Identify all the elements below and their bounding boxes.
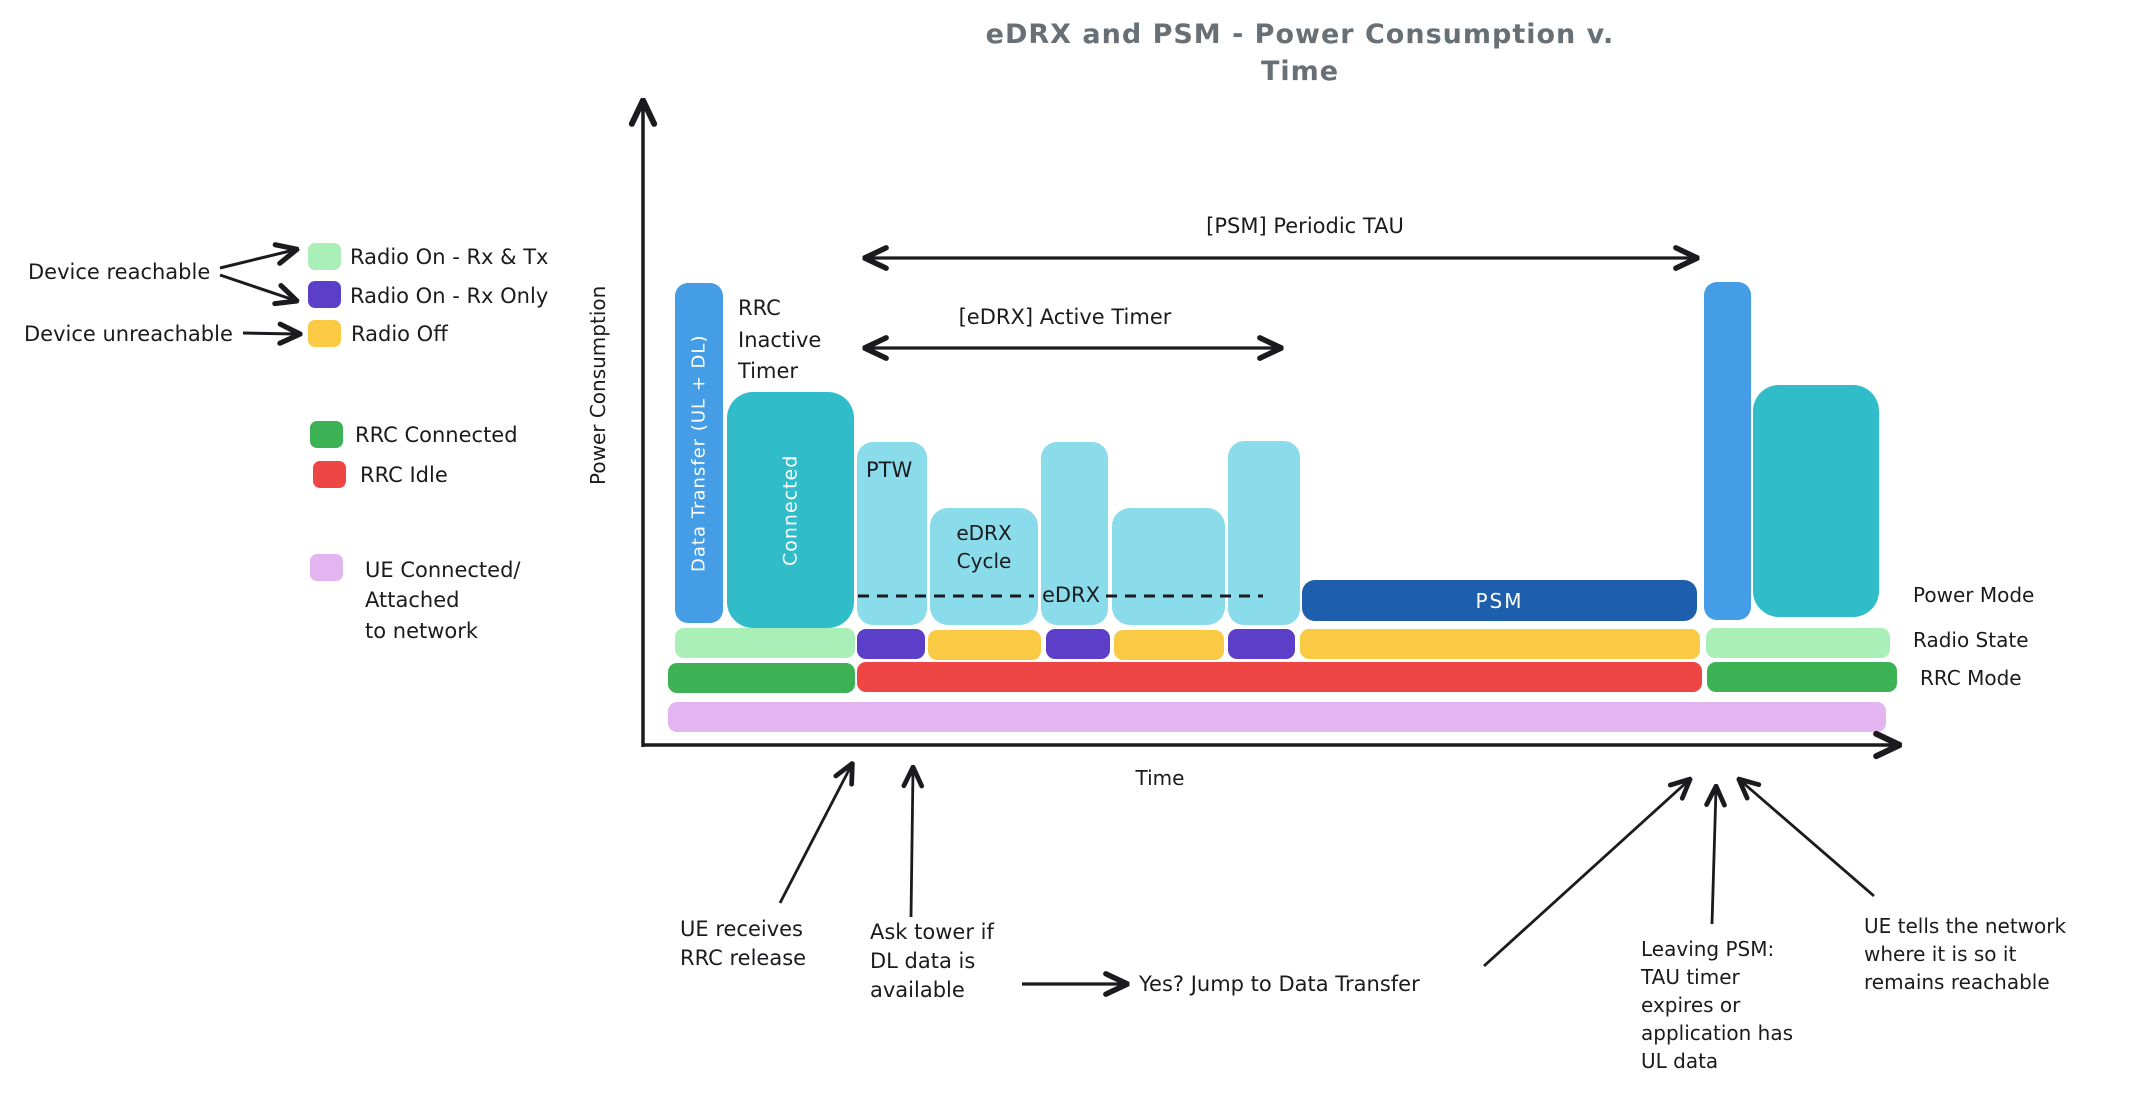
reachable-arrow-to-rx-only: [219, 273, 294, 300]
edrx-cycle-label: eDRX Cycle: [956, 521, 1012, 573]
legend-device-reachable-label: Device reachable: [28, 260, 211, 284]
annotation-ask-tower: Ask tower if DL data is available: [870, 920, 994, 1002]
annotation-ue-tells: UE tells the network where it is so it r…: [1864, 914, 2067, 994]
legend-label-radio-on-rx-tx: Radio On - Rx & Tx: [350, 245, 549, 269]
strip-radio-rx-only-3: [1228, 629, 1295, 659]
edrx-dash-label: eDRX: [1041, 583, 1101, 607]
strip-radio-off-1: [928, 630, 1041, 660]
ptw-label: PTW: [866, 458, 913, 482]
bar-data-transfer: Data Transfer (UL + DL): [675, 283, 723, 623]
legend-label-radio-off: Radio Off: [351, 322, 448, 346]
strip-rrc-connected-1: [668, 663, 855, 693]
arrow-ue-tells-network: [1741, 781, 1875, 898]
legend-swatch-radio-on-rx-tx: [308, 243, 341, 270]
x-axis-label: Time: [1135, 766, 1185, 790]
bar-edrx-cycle-1: [930, 508, 1038, 625]
arrow-leaving-psm: [1712, 789, 1716, 925]
reachable-arrow-to-rx-tx: [219, 250, 294, 270]
bar-psm: PSM: [1302, 580, 1697, 621]
bar-connected: Connected: [727, 392, 854, 628]
legend-device-unreachable-label: Device unreachable: [24, 322, 233, 346]
unreachable-arrow-to-radio-off: [242, 333, 297, 334]
psm-periodic-tau-label: [PSM] Periodic TAU: [1206, 214, 1404, 238]
legend-label-ue-connected: UE Connected/ Attached to network: [365, 558, 521, 643]
arrow-ask-tower: [911, 770, 913, 918]
row-label-power-mode: Power Mode: [1913, 583, 2035, 607]
rrc-inactive-timer-label: RRC Inactive Timer: [738, 296, 822, 383]
row-label-rrc-mode: RRC Mode: [1920, 666, 2022, 690]
legend-swatch-radio-on-rx-only: [308, 281, 341, 308]
bar-psm-label: PSM: [1475, 588, 1524, 613]
legend-swatch-rrc-connected: [310, 421, 343, 448]
strip-rrc-connected-2: [1707, 662, 1897, 692]
legend-label-rrc-idle: RRC Idle: [360, 463, 448, 487]
row-label-radio-state: Radio State: [1913, 628, 2029, 652]
annotation-ue-receives: UE receives RRC release: [680, 917, 807, 970]
arrow-jump-to-data-transfer: [1483, 781, 1688, 968]
page-title: eDRX and PSM - Power Consumption v. Time: [985, 19, 1615, 88]
strip-ue-attached: [668, 702, 1886, 732]
bar-connected-2: [1753, 385, 1879, 617]
legend-swatch-ue-connected: [310, 554, 343, 581]
strip-radio-rx-tx-1: [675, 628, 855, 658]
bar-ptw-2: [1041, 442, 1108, 625]
bar-data-transfer-2: [1704, 282, 1751, 620]
strip-radio-rx-tx-2: [1706, 628, 1890, 658]
legend-label-radio-on-rx-only: Radio On - Rx Only: [350, 284, 549, 308]
arrow-ue-receives-rrc-release: [778, 766, 851, 904]
edrx-active-timer-label: [eDRX] Active Timer: [958, 305, 1172, 329]
strip-radio-rx-only-1: [857, 629, 925, 659]
annotation-yes-jump: Yes? Jump to Data Transfer: [1139, 972, 1420, 996]
bar-ptw-3: [1228, 441, 1300, 625]
bar-edrx-cycle-2: [1112, 508, 1225, 625]
annotation-leaving-psm: Leaving PSM: TAU timer expires or applic…: [1641, 937, 1794, 1073]
legend-swatch-radio-off: [308, 320, 341, 347]
strip-radio-rx-only-2: [1046, 629, 1110, 659]
strip-radio-off-2: [1114, 630, 1224, 660]
strip-radio-off-psm: [1300, 629, 1700, 659]
legend-label-rrc-connected: RRC Connected: [355, 423, 518, 447]
legend-swatch-rrc-idle: [313, 461, 346, 488]
strip-rrc-idle: [857, 662, 1702, 692]
